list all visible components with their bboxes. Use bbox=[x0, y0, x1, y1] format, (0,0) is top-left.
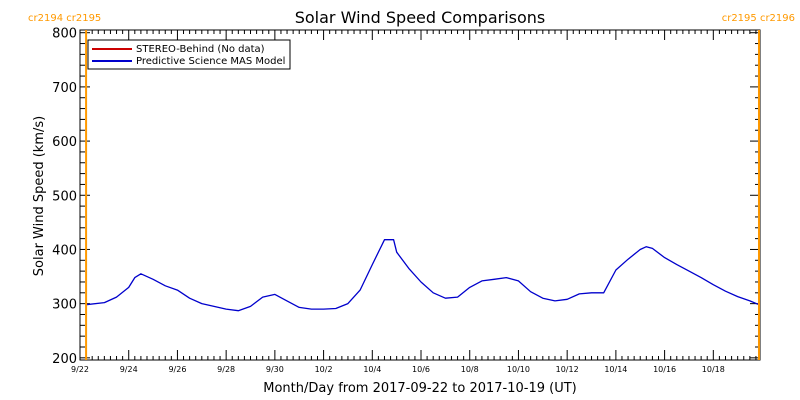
legend-box bbox=[87, 39, 291, 70]
x-tick-label: 9/28 bbox=[217, 365, 235, 374]
x-tick-label: 9/30 bbox=[266, 365, 284, 374]
y-axis: 200 300 400 500 600 700 800 bbox=[52, 27, 760, 367]
x-axis-label: Month/Day from 2017-09-22 to 2017-10-19 … bbox=[263, 381, 576, 396]
x-tick-label: 10/16 bbox=[653, 365, 676, 374]
x-tick-label: 10/10 bbox=[507, 365, 530, 374]
chart-title: Solar Wind Speed Comparisons bbox=[295, 8, 546, 27]
y-tick-label: 500 bbox=[52, 189, 77, 204]
x-tick-label: 10/18 bbox=[702, 365, 725, 374]
y-tick-label: 200 bbox=[52, 352, 77, 367]
y-tick-label: 600 bbox=[52, 135, 77, 150]
x-tick-label: 10/14 bbox=[604, 365, 627, 374]
x-tick-label: 10/4 bbox=[363, 365, 381, 374]
legend-label-mas-model: Predictive Science MAS Model bbox=[136, 56, 285, 67]
x-tick-label: 10/8 bbox=[461, 365, 479, 374]
x-axis: 9/22 9/24 9/26 9/28 9/30 10/2 10/4 10/6 10/8 10/1… bbox=[71, 30, 757, 374]
legend-label-stereo: STEREO-Behind (No data) bbox=[136, 44, 265, 55]
series-layer bbox=[86, 239, 760, 312]
y-tick-label: 300 bbox=[52, 298, 77, 313]
mas-model-series-line bbox=[86, 239, 760, 312]
x-tick-label: 9/26 bbox=[168, 365, 186, 374]
x-tick-label: 10/6 bbox=[412, 365, 430, 374]
y-axis-label: Solar Wind Speed (km/s) bbox=[32, 116, 47, 276]
carrington-rotation-markers: cr2194 cr2195 cr2195 cr2196 bbox=[28, 13, 795, 360]
x-tick-label: 10/2 bbox=[315, 365, 333, 374]
x-tick-label: 9/24 bbox=[120, 365, 138, 374]
rotation-marker-left-label: cr2194 cr2195 bbox=[28, 13, 101, 24]
legend: STEREO-Behind (No data) Predictive Scien… bbox=[87, 39, 291, 70]
x-tick-label: 10/12 bbox=[556, 365, 579, 374]
rotation-marker-right-label: cr2195 cr2196 bbox=[722, 13, 795, 24]
y-tick-label: 700 bbox=[52, 81, 77, 96]
y-tick-label: 400 bbox=[52, 243, 77, 258]
x-tick-label: 9/22 bbox=[71, 365, 89, 374]
y-tick-label: 800 bbox=[52, 27, 77, 42]
plot-area bbox=[79, 29, 761, 361]
